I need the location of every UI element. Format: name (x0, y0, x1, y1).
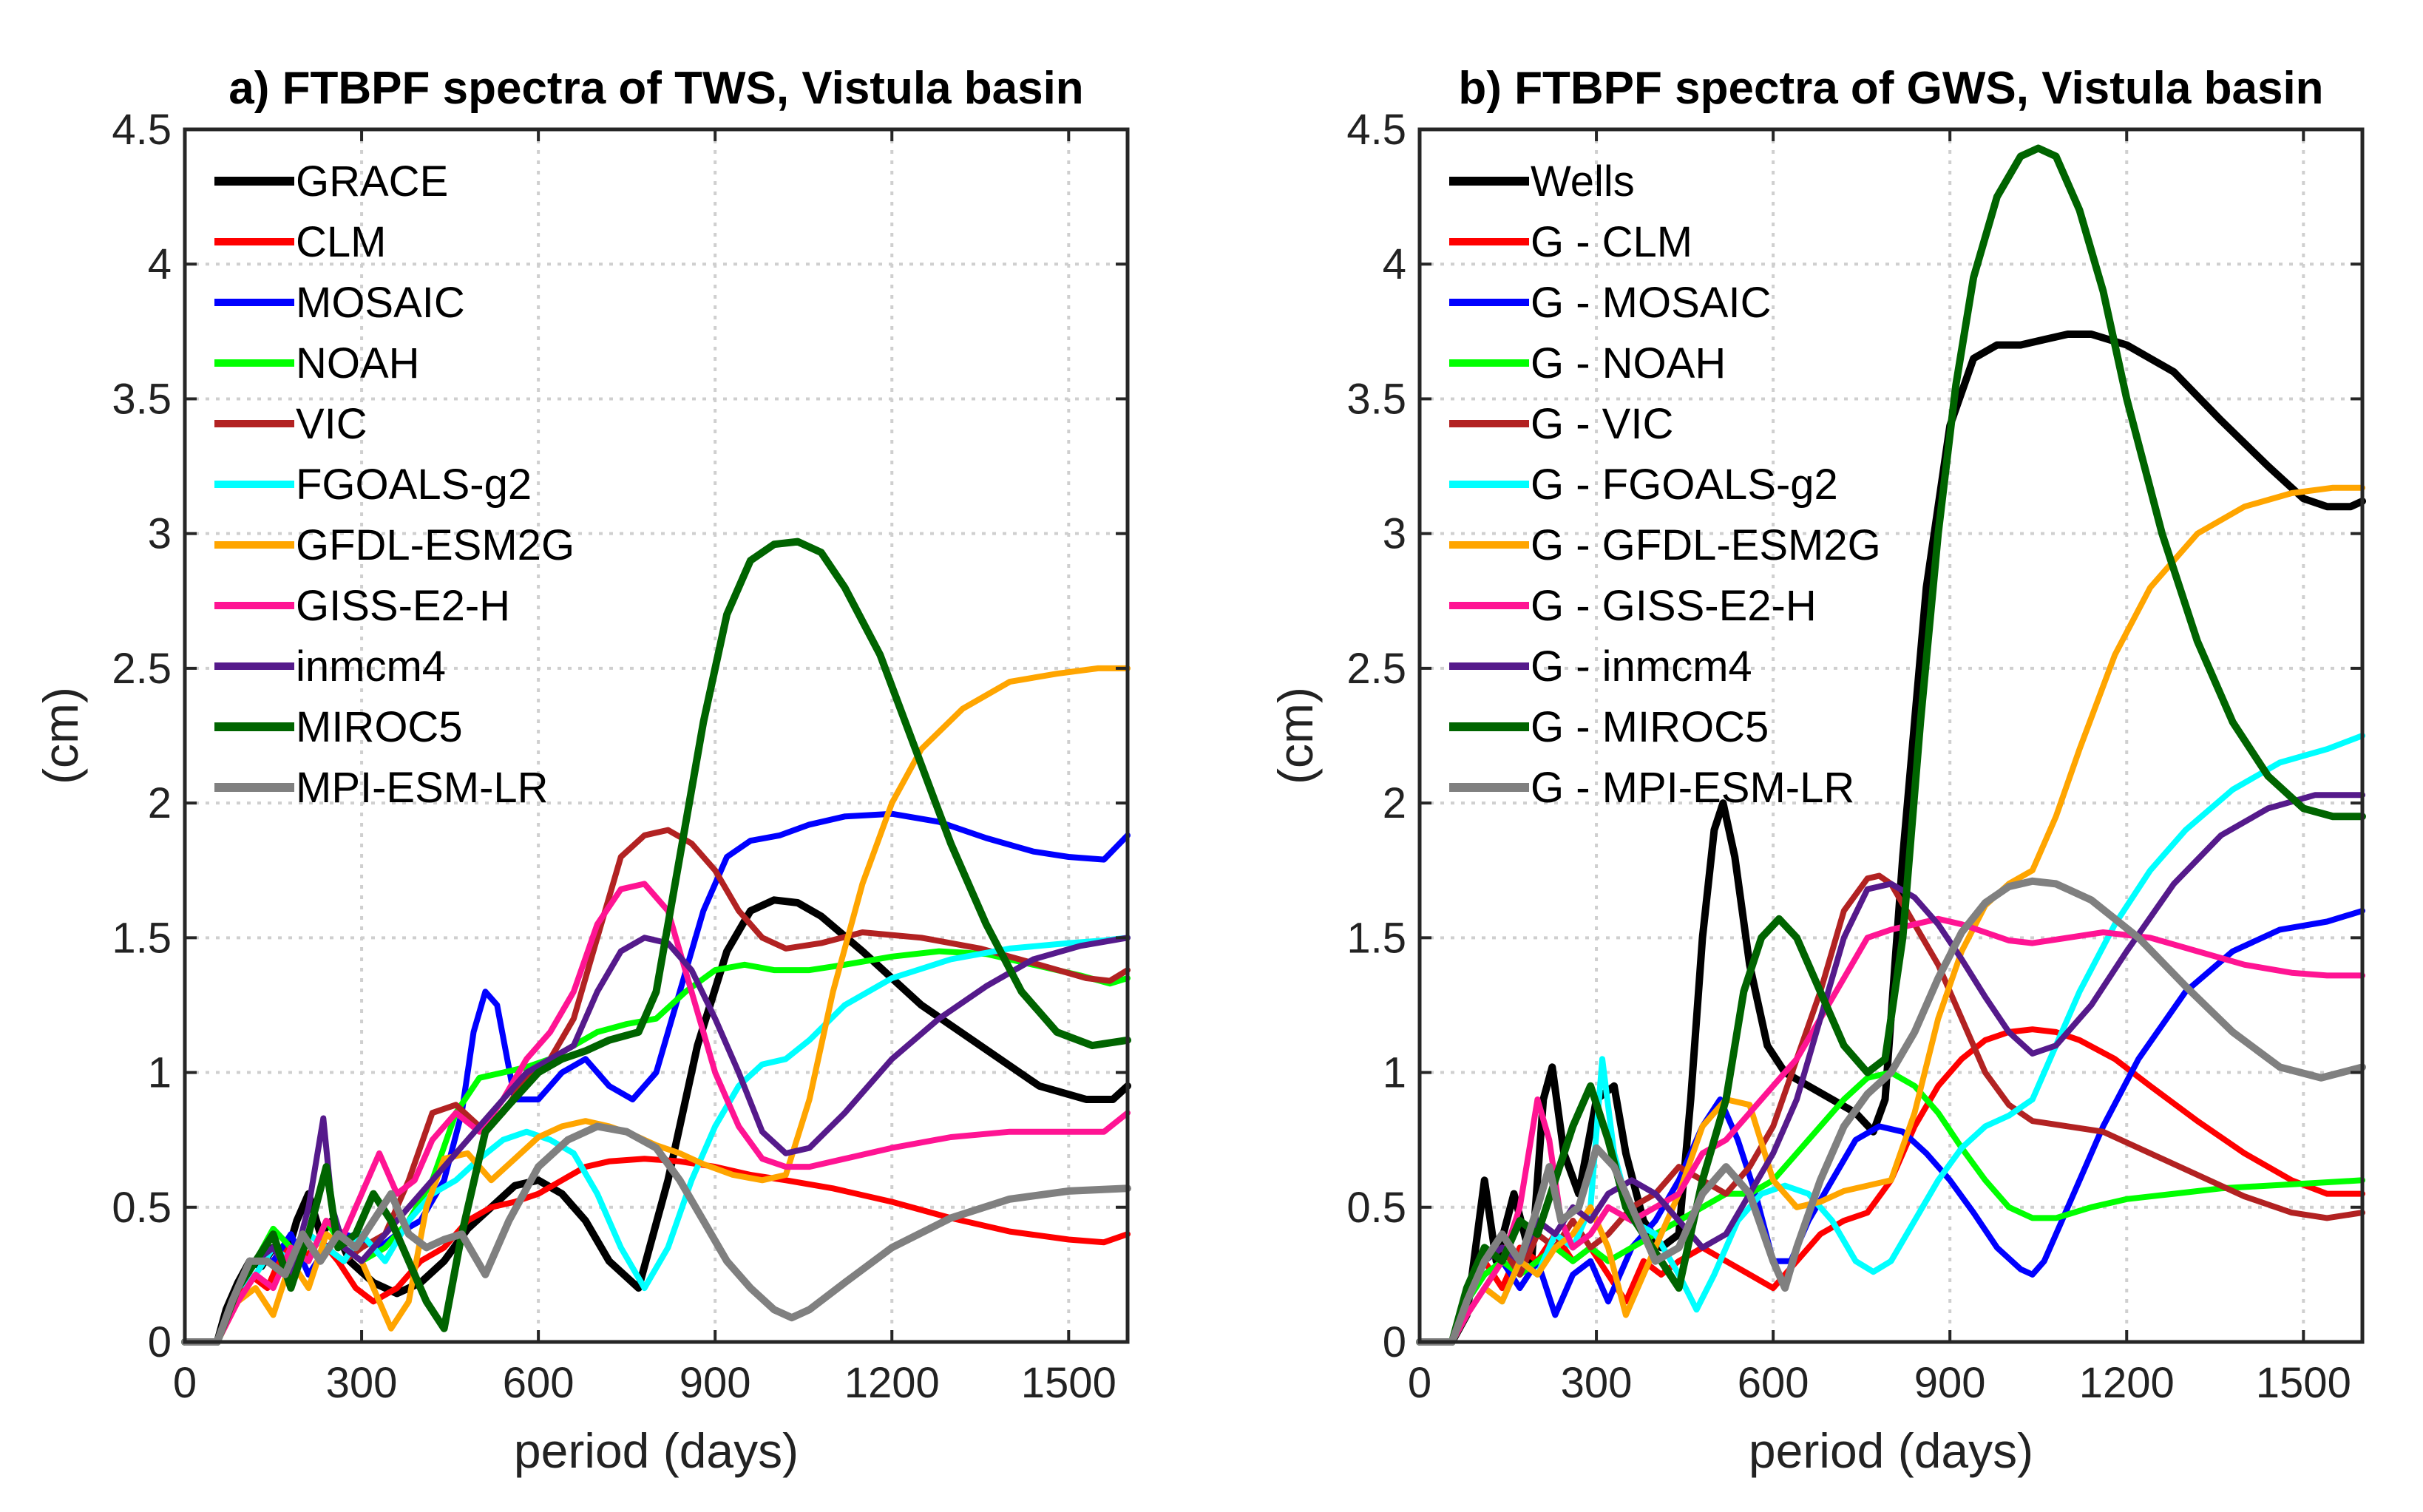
legend-entry: NOAH (296, 339, 420, 387)
y-tick-label: 4 (148, 240, 172, 288)
series-line-wells (1416, 330, 2366, 1346)
y-tick-label: 1 (1383, 1049, 1406, 1097)
series-line-mpi-esm-lr (181, 1122, 1131, 1346)
series-group (1416, 144, 2366, 1346)
x-tick-label: 0 (173, 1359, 197, 1407)
y-tick-label: 3.5 (1346, 375, 1406, 423)
series-line-g-clm (1417, 1026, 2365, 1345)
legend-entry: VIC (296, 400, 367, 448)
x-tick-label: 600 (1738, 1359, 1809, 1407)
legend-entry: MIROC5 (296, 703, 463, 751)
x-tick-label: 1500 (1021, 1359, 1116, 1407)
legend-entry: G - MPI-ESM-LR (1531, 764, 1854, 812)
panel-a: 0 300 600 900 1200 1500 0 0.5 1 1.5 2 2.5 3 3.5 4 4.5 a)… (33, 63, 1131, 1478)
y-tick-label: 4 (1383, 240, 1406, 288)
legend-entry: G - CLM (1531, 218, 1692, 266)
x-tick-label: 1500 (2256, 1359, 2351, 1407)
plot-area (185, 129, 1128, 1342)
x-tick-label: 1200 (844, 1359, 940, 1407)
plot-area (1420, 129, 2362, 1342)
y-tick-label: 0 (1383, 1318, 1406, 1366)
legend-entry: FGOALS-g2 (296, 461, 532, 509)
series-line-g-vic (1417, 872, 2365, 1345)
y-tick-label: 4.5 (1346, 106, 1406, 154)
y-tick-label: 3 (1383, 510, 1406, 558)
x-tick-label: 900 (680, 1359, 751, 1407)
y-tick-label: 1 (148, 1049, 172, 1097)
series-line-g-miroc5 (1416, 144, 2366, 1346)
y-tick-label: 2.5 (1346, 645, 1406, 693)
series-line-g-mpi-esm-lr (1416, 877, 2366, 1346)
y-tick-label: 0.5 (112, 1184, 172, 1232)
legend-entry: G - MOSAIC (1531, 279, 1771, 327)
chart-title: a) FTBPF spectra of TWS, Vistula basin (228, 63, 1083, 114)
legend-entry: G - VIC (1531, 400, 1673, 448)
legend-entry: CLM (296, 218, 386, 266)
x-axis-label: period (days) (514, 1423, 799, 1478)
y-tick-label: 3 (148, 510, 172, 558)
chart-title: b) FTBPF spectra of GWS, Vistula basin (1458, 63, 2323, 114)
x-tick-label: 0 (1408, 1359, 1431, 1407)
y-tick-label: 0.5 (1346, 1184, 1406, 1232)
legend-entry: G - GFDL-ESM2G (1531, 521, 1881, 569)
series-line-g-fgoals-g2 (1417, 733, 2365, 1345)
legend-entry: G - FGOALS-g2 (1531, 461, 1838, 509)
legend-entry: MOSAIC (296, 279, 465, 327)
y-tick-label: 2 (148, 779, 172, 827)
axes-box (183, 127, 1130, 1344)
legend: Wells G - CLM G - MOSAIC G - NOAH G - VIC G -… (1449, 157, 1881, 812)
series-line-g-gfdl-esm2g (1417, 484, 2365, 1345)
x-tick-label: 300 (326, 1359, 398, 1407)
y-tick-label: 4.5 (112, 106, 172, 154)
legend-entry: G - NOAH (1531, 339, 1726, 387)
legend-entry: G - inmcm4 (1531, 643, 1752, 691)
legend-entry: G - GISS-E2-H (1531, 582, 1817, 630)
series-line-gfdl-esm2g (182, 665, 1131, 1345)
legend-entry: GRACE (296, 157, 448, 206)
y-tick-label: 2 (1383, 779, 1406, 827)
series-line-inmcm4 (182, 935, 1131, 1345)
legend-entry: inmcm4 (296, 643, 446, 691)
y-tick-label: 0 (148, 1318, 172, 1366)
panel-b: 0 300 600 900 1200 1500 0 0.5 1 1.5 2 2.5 3 3.5 4 4.5 b)… (1268, 63, 2366, 1478)
series-line-giss-e2-h (182, 881, 1131, 1345)
y-tick-label: 3.5 (112, 375, 172, 423)
x-tick-label: 300 (1561, 1359, 1633, 1407)
axes-box (1417, 127, 2365, 1344)
legend-entry: GISS-E2-H (296, 582, 510, 630)
x-axis-label: period (days) (1749, 1423, 2033, 1478)
series-line-miroc5 (181, 538, 1131, 1346)
legend: GRACE CLM MOSAIC NOAH VIC FGOALS-g2 GFDL-ESM2G… (214, 157, 575, 812)
legend-entry: GFDL-ESM2G (296, 521, 575, 569)
series-group (181, 538, 1131, 1346)
series-line-g-giss-e2-h (1417, 915, 2365, 1345)
x-tick-label: 1200 (2079, 1359, 2175, 1407)
legend-entry: MPI-ESM-LR (296, 764, 549, 812)
y-axis-label: (cm) (33, 687, 88, 784)
y-tick-label: 1.5 (1346, 914, 1406, 962)
y-tick-label: 1.5 (112, 914, 172, 962)
y-tick-label: 2.5 (112, 645, 172, 693)
x-tick-label: 900 (1914, 1359, 1986, 1407)
series-line-g-inmcm4 (1417, 792, 2365, 1345)
legend-entry: Wells (1531, 157, 1635, 206)
legend-entry: G - MIROC5 (1531, 703, 1769, 751)
x-tick-label: 600 (503, 1359, 575, 1407)
series-line-g-noah (1417, 1069, 2365, 1345)
y-axis-label: (cm) (1268, 687, 1323, 784)
